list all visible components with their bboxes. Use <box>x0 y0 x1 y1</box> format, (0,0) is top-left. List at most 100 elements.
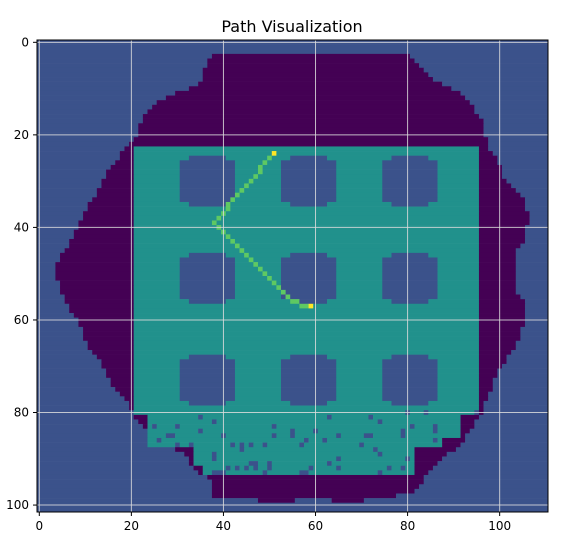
heatmap-cell-run <box>133 164 181 170</box>
heatmap-cell-run <box>437 178 480 184</box>
heatmap-cell-run <box>234 169 259 175</box>
heatmap-cell-run <box>524 313 549 318</box>
heatmap-cell-run <box>188 354 227 360</box>
heatmap-cell-run <box>179 294 236 300</box>
heatmap-cell-run <box>37 474 208 480</box>
heatmap-cell-run <box>437 428 461 434</box>
heatmap-cell-run <box>69 308 134 314</box>
heatmap-cell-run <box>202 67 425 73</box>
heatmap-cell-run <box>37 331 84 337</box>
heatmap-cell-run <box>497 368 549 374</box>
heatmap-cell-run <box>234 396 282 402</box>
heatmap-cell-run <box>37 243 70 249</box>
heatmap-cell-run <box>382 294 438 300</box>
heatmap-cell-run <box>37 86 190 92</box>
heatmap-cell-run <box>506 354 549 360</box>
heatmap-cell-run <box>106 174 134 180</box>
heatmap-cell-run <box>60 289 134 295</box>
heatmap-cell-run <box>386 465 392 471</box>
heatmap-cell-run <box>437 192 480 198</box>
heatmap-cell-run <box>179 188 236 194</box>
heatmap-cell-run <box>382 377 438 383</box>
heatmap-cell-run <box>478 377 494 383</box>
heatmap-cell-run <box>373 433 401 439</box>
heatmap-cell-run <box>83 215 134 221</box>
heatmap-cell-run <box>478 238 526 244</box>
heatmap-cell-run <box>37 470 199 476</box>
heatmap-cell-run <box>271 280 277 286</box>
heatmap-cell-run <box>147 414 199 420</box>
heatmap-cell-run <box>211 53 411 59</box>
heatmap-cell-run <box>363 498 549 504</box>
heatmap-cell-run <box>133 382 181 388</box>
plot-area <box>36 39 549 513</box>
heatmap-cell-run <box>483 400 549 406</box>
heatmap-cell-run <box>336 363 383 369</box>
heatmap-cell-run <box>221 215 480 221</box>
heatmap-cell-run <box>211 220 217 226</box>
heatmap-cell-run <box>133 345 480 351</box>
heatmap-cell-run <box>492 377 549 383</box>
heatmap-cell-run <box>382 368 438 374</box>
heatmap-cell-run <box>478 257 517 263</box>
heatmap-cell-run <box>138 127 484 133</box>
heatmap-cell-run <box>414 456 443 462</box>
heatmap-cell-run <box>216 456 337 462</box>
heatmap-cell-run <box>313 465 337 471</box>
y-tick-label: 20 <box>14 128 29 142</box>
heatmap-cell-run <box>115 160 134 166</box>
heatmap-cell-run <box>37 345 88 351</box>
heatmap-cell-run <box>414 488 549 494</box>
heatmap-cell-run <box>304 437 309 443</box>
heatmap-cell-run <box>382 257 438 263</box>
heatmap-cell-run <box>225 433 273 439</box>
heatmap-cell-run <box>133 188 181 194</box>
heatmap-cell-run <box>37 359 102 365</box>
heatmap-cell-run <box>515 340 549 346</box>
heatmap-cell-run <box>37 308 70 314</box>
heatmap-cell-run <box>179 285 236 291</box>
heatmap-cell-run <box>280 174 337 180</box>
heatmap-cell-run <box>382 470 415 476</box>
heatmap-cell-run <box>73 313 134 318</box>
heatmap-cell-run <box>524 197 549 203</box>
heatmap-cell-run <box>234 197 282 203</box>
heatmap-cell-run <box>262 470 268 476</box>
heatmap-cell-run <box>179 164 236 170</box>
heatmap-cell-run <box>304 442 360 448</box>
heatmap-cell-run <box>280 160 337 166</box>
heatmap-cell-run <box>37 465 194 471</box>
heatmap-cell-run <box>478 363 503 369</box>
heatmap-cell-run <box>488 141 549 147</box>
heatmap-cell-run <box>239 192 282 198</box>
heatmap-cell-run <box>497 160 549 166</box>
heatmap-cell-run <box>193 456 213 462</box>
heatmap-cell-run <box>478 197 526 203</box>
heatmap-cell-run <box>478 303 526 309</box>
y-tick-label: 80 <box>14 406 29 420</box>
heatmap-cell-run <box>37 90 176 96</box>
heatmap-cell-run <box>133 276 181 281</box>
heatmap-cell-run <box>142 424 148 430</box>
heatmap-cell-run <box>382 451 415 457</box>
heatmap-cell-run <box>147 428 199 434</box>
heatmap-cell-run <box>37 118 144 124</box>
heatmap-cell-run <box>37 63 208 69</box>
heatmap-cell-run <box>280 289 286 295</box>
heatmap-cell-run <box>331 498 365 504</box>
heatmap-cell-run <box>37 326 84 332</box>
heatmap-cell-run <box>432 437 438 443</box>
heatmap-cell-run <box>280 271 337 277</box>
x-tick-label: 80 <box>400 519 415 533</box>
heatmap-cell-run <box>234 188 240 194</box>
heatmap-cell-run <box>234 266 259 272</box>
heatmap-cell-run <box>478 188 517 194</box>
heatmap-cell-run <box>234 387 282 392</box>
heatmap-cell-run <box>202 465 227 471</box>
heatmap-cell-run <box>129 141 489 147</box>
heatmap-cell-run <box>202 414 328 420</box>
heatmap-cell-run <box>37 81 199 87</box>
heatmap-cell-run <box>147 419 213 425</box>
heatmap-cell-run <box>280 169 337 175</box>
heatmap-cell-run <box>359 442 365 448</box>
